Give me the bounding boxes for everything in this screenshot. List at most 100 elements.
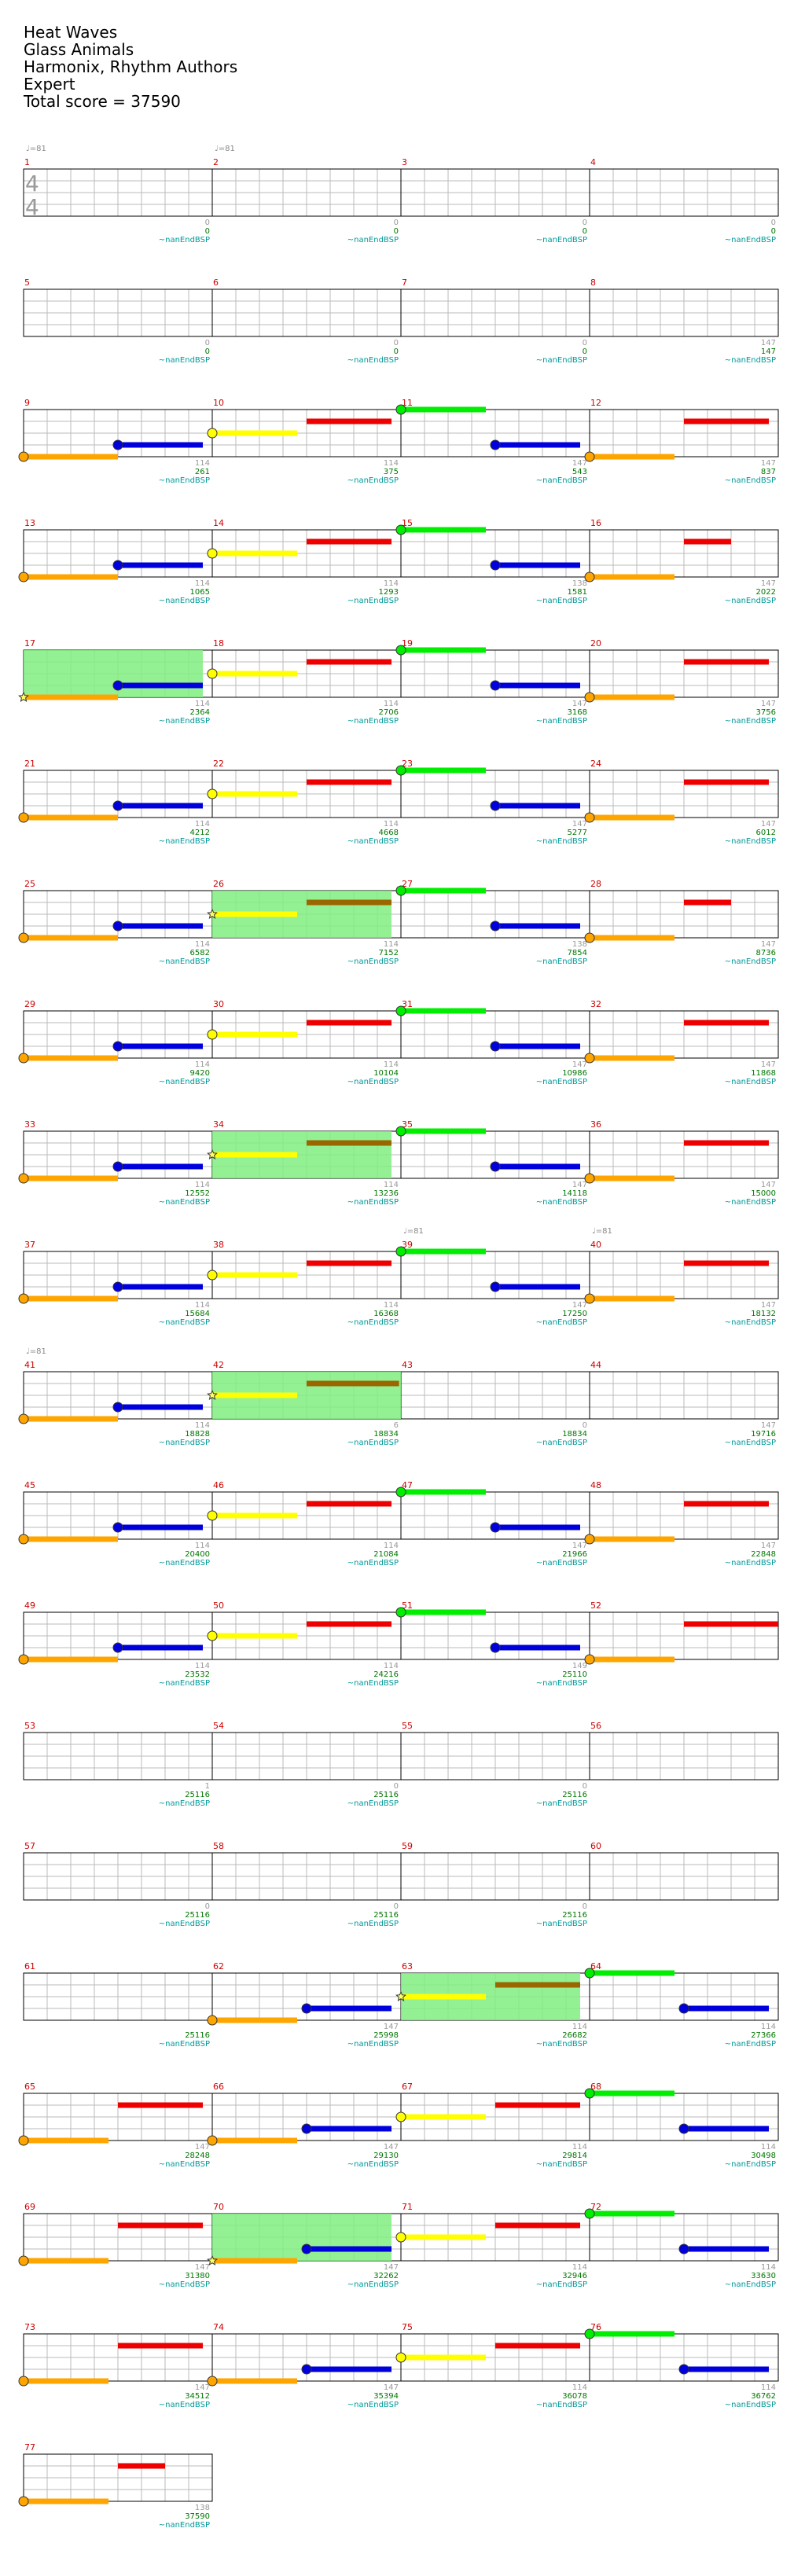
note-head-blue	[112, 1161, 123, 1172]
bre-label: ~nanEndBSP	[536, 717, 587, 726]
bre-label: ~nanEndBSP	[725, 597, 776, 605]
note-head-orange	[584, 571, 595, 582]
measure-score: 147	[761, 1181, 776, 1189]
measure-score: 114	[195, 1181, 210, 1189]
measure-number: 70	[213, 2202, 224, 2212]
note-head-yellow	[207, 668, 218, 679]
cumulative-score: 0	[394, 227, 399, 236]
staff-row-12	[23, 1491, 779, 1540]
measure-score: 114	[195, 1060, 210, 1069]
measure-score: 147	[195, 2383, 210, 2392]
cumulative-score: 4212	[190, 829, 210, 837]
bre-label: ~nanEndBSP	[536, 1679, 587, 1688]
cumulative-score: 8736	[756, 949, 776, 957]
measure-number: 54	[213, 1721, 224, 1731]
note-head-blue	[490, 921, 501, 932]
bre-label: ~nanEndBSP	[159, 2521, 210, 2530]
note-head-green	[584, 2328, 595, 2339]
artist-name: Glass Animals	[24, 40, 134, 59]
measure-number: 12	[590, 398, 601, 408]
note-head-blue	[301, 2364, 312, 2375]
measure-number: 59	[402, 1841, 413, 1851]
bre-label: ~nanEndBSP	[725, 2160, 776, 2169]
cumulative-score: 14118	[562, 1189, 587, 1198]
staff-row-8	[23, 1010, 779, 1059]
measure-number: 63	[402, 1961, 413, 1972]
measure-score: 147	[572, 1301, 587, 1310]
tempo-marker: ♩=81	[26, 145, 46, 153]
note-head-blue	[112, 680, 123, 691]
note-head-green	[584, 1968, 595, 1979]
staff-row-10	[23, 1251, 779, 1299]
measure-number: 9	[24, 398, 30, 408]
measure-number: 19	[402, 638, 413, 649]
measure-number: 7	[402, 277, 407, 288]
measure-number: 64	[590, 1961, 601, 1972]
bre-label: ~nanEndBSP	[159, 1679, 210, 1688]
measure-score: 114	[572, 2383, 587, 2392]
measure-score: 114	[384, 579, 399, 588]
measure-number: 66	[213, 2082, 224, 2092]
cumulative-score: 25116	[185, 2031, 210, 2040]
bre-label: ~nanEndBSP	[536, 957, 587, 966]
measure-score: 6	[394, 1421, 399, 1430]
measure-number: 44	[590, 1360, 601, 1370]
measure-number: 40	[590, 1240, 601, 1250]
bre-label: ~nanEndBSP	[159, 1439, 210, 1447]
bre-label: ~nanEndBSP	[725, 837, 776, 846]
note-head-blue	[112, 560, 123, 571]
bre-label: ~nanEndBSP	[347, 957, 399, 966]
measure-score: 147	[572, 1181, 587, 1189]
measure-score: 114	[195, 1662, 210, 1670]
bre-label: ~nanEndBSP	[159, 476, 210, 485]
cumulative-score: 33630	[751, 2272, 776, 2280]
measure-score: 114	[195, 1421, 210, 1430]
note-head-green	[395, 1486, 406, 1497]
measure-score: 114	[761, 2383, 776, 2392]
cumulative-score: 36762	[751, 2392, 776, 2401]
cumulative-score: 23532	[185, 1670, 210, 1679]
measure-number: 71	[402, 2202, 413, 2212]
measure-number: 2	[213, 157, 219, 167]
measure-score: 147	[195, 2143, 210, 2152]
bre-label: ~nanEndBSP	[536, 236, 587, 244]
measure-score: 138	[572, 940, 587, 949]
star-note	[207, 1148, 218, 1159]
note-head-blue	[301, 2003, 312, 2014]
measure-number: 43	[402, 1360, 413, 1370]
measure-score: 147	[572, 1542, 587, 1550]
measure-score: 147	[761, 1301, 776, 1310]
tempo-marker: ♩=81	[215, 145, 235, 153]
measure-number: 21	[24, 759, 35, 769]
measure-score: 114	[384, 700, 399, 708]
note-head-orange	[584, 1173, 595, 1184]
note-head-yellow	[395, 2352, 406, 2363]
note-head-orange	[18, 1413, 29, 1424]
bre-label: ~nanEndBSP	[159, 2160, 210, 2169]
cumulative-score: 6582	[190, 949, 210, 957]
bre-label: ~nanEndBSP	[536, 1198, 587, 1207]
measure-number: 37	[24, 1240, 35, 1250]
bre-label: ~nanEndBSP	[159, 356, 210, 365]
bre-label: ~nanEndBSP	[536, 2401, 587, 2409]
measure-number: 14	[213, 518, 224, 528]
bre-label: ~nanEndBSP	[159, 1799, 210, 1808]
staff-border	[23, 288, 779, 337]
bre-label: ~nanEndBSP	[159, 1078, 210, 1086]
measure-score: 147	[761, 940, 776, 949]
star-power-region	[212, 2214, 391, 2261]
star-power-region	[24, 650, 203, 697]
measure-score: 114	[195, 820, 210, 829]
measure-number: 31	[402, 999, 413, 1009]
song-title: Heat Waves	[24, 23, 118, 42]
measure-number: 1	[24, 157, 30, 167]
cumulative-score: 25116	[373, 1911, 399, 1920]
staff-border	[23, 2453, 213, 2502]
measure-number: 67	[402, 2082, 413, 2092]
note-head-green	[395, 645, 406, 656]
bre-label: ~nanEndBSP	[536, 1439, 587, 1447]
note-head-blue	[112, 1402, 123, 1413]
measure-score: 1	[205, 1782, 210, 1791]
measure-number: 29	[24, 999, 35, 1009]
note-head-green	[395, 765, 406, 776]
